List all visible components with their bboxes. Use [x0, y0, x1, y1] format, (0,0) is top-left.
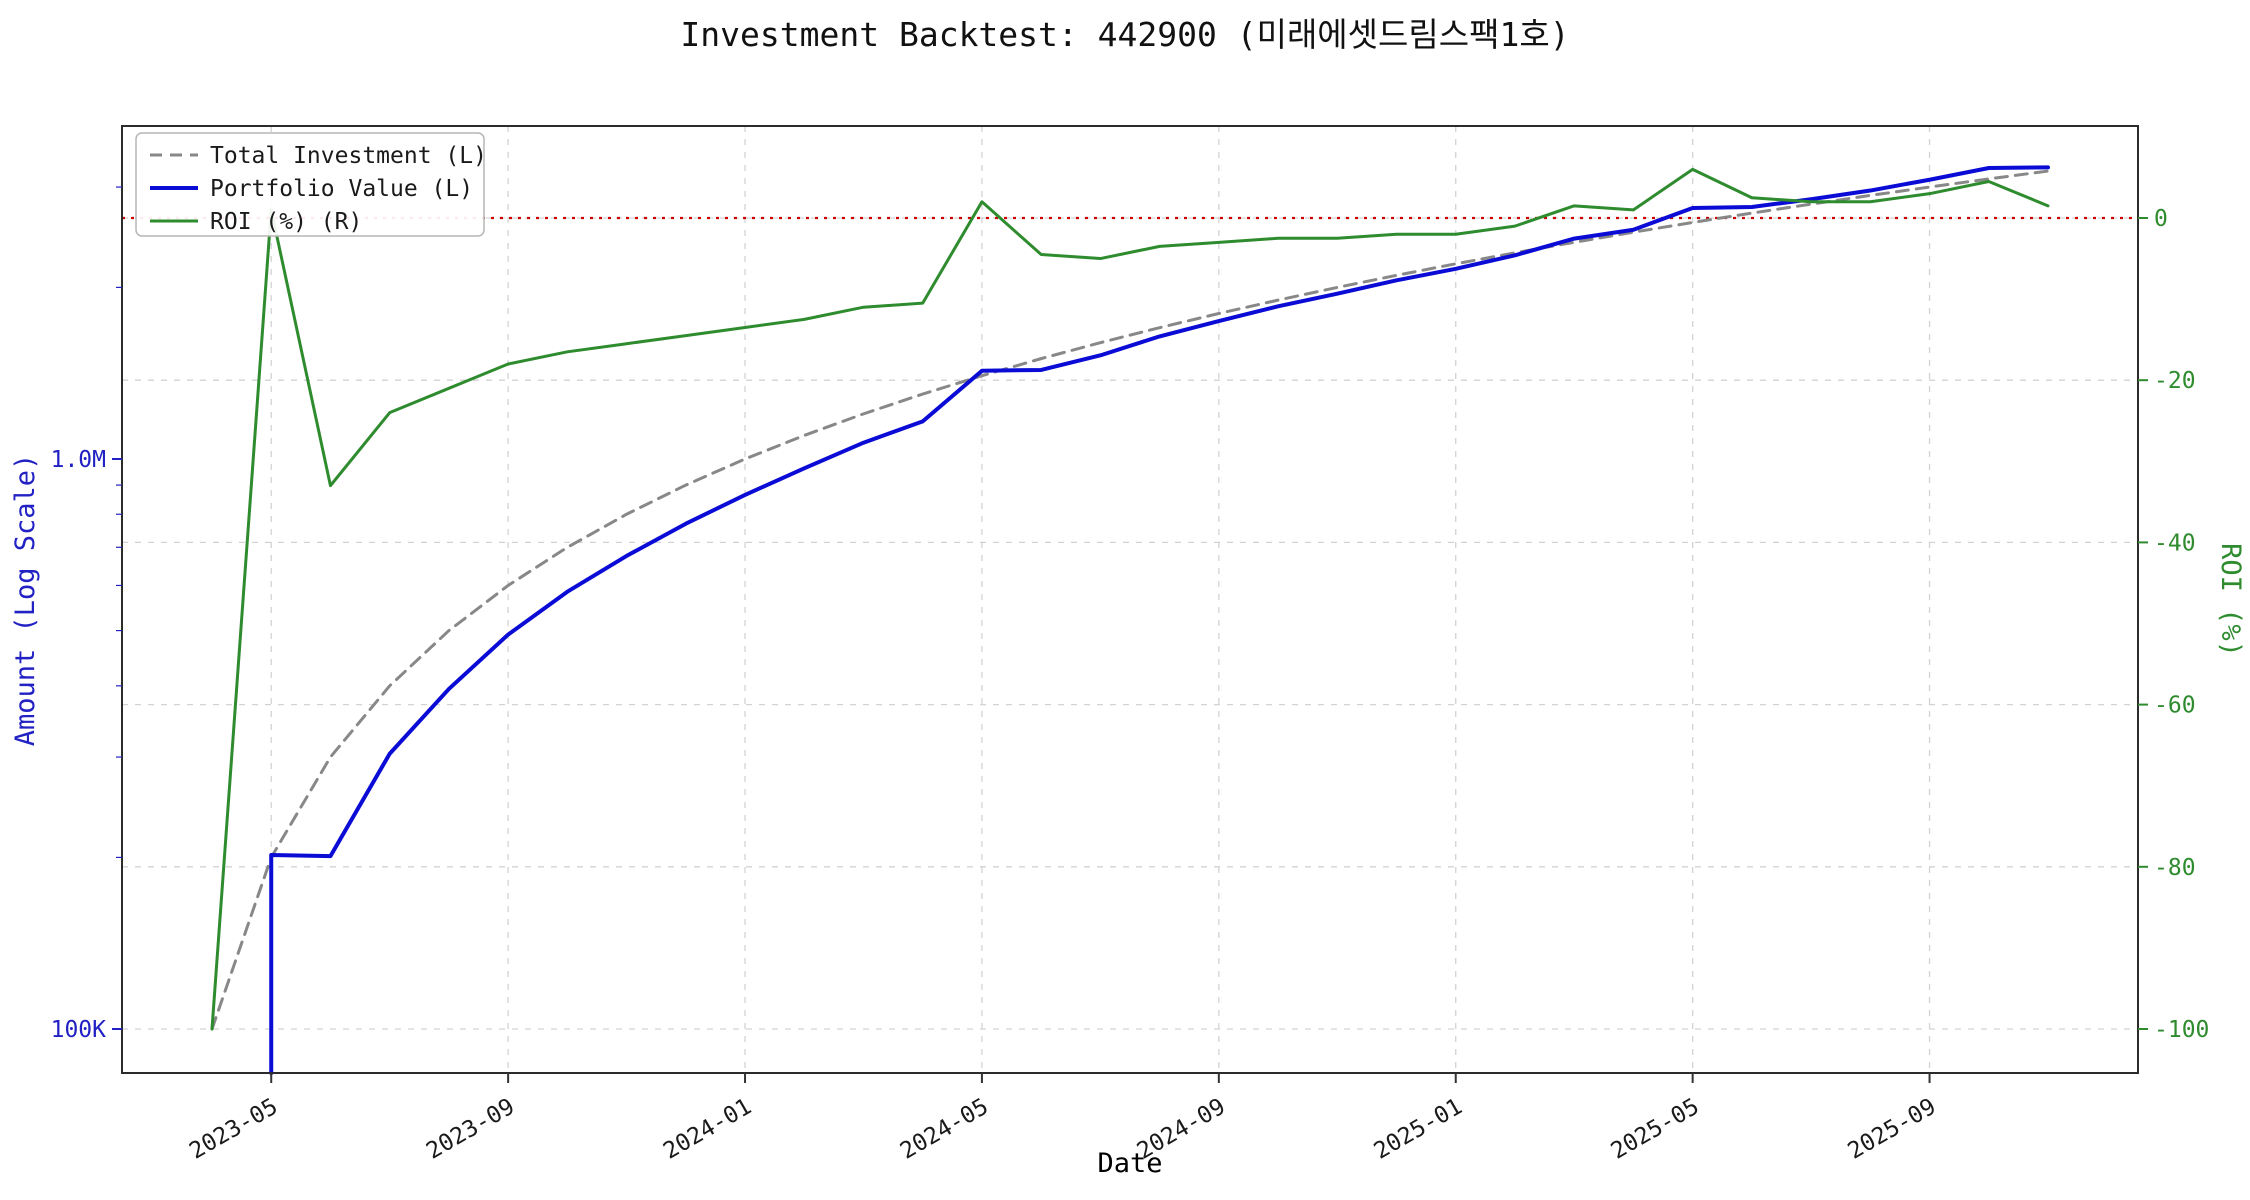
right-tick-label: 0	[2154, 206, 2168, 232]
right-axis-label: ROI (%)	[2215, 543, 2246, 657]
x-tick-label: 2023-09	[422, 1094, 519, 1165]
series-line-roi-r	[210, 167, 2050, 1031]
series-line-total-investment-l	[210, 169, 2050, 1031]
series-lines	[210, 165, 2050, 1075]
x-tick-label: 2025-01	[1370, 1094, 1467, 1165]
right-tick-label: -20	[2154, 368, 2196, 394]
legend-box	[135, 132, 485, 237]
left-tick-label: 1.0M	[51, 447, 106, 473]
chart-title: Investment Backtest: 442900 (미래에셋드림스팩1호)	[680, 15, 1569, 54]
x-tick-label: 2025-09	[1844, 1094, 1941, 1165]
grid	[122, 126, 2138, 1073]
legend-label-portfolio-value-l: Portfolio Value (L)	[210, 176, 473, 202]
right-tick-label: -80	[2154, 855, 2196, 881]
x-axis-label: Date	[1097, 1148, 1162, 1179]
legend-label-total-investment-l: Total Investment (L)	[210, 143, 487, 169]
x-tick-label: 2023-05	[185, 1094, 282, 1165]
plot-border	[121, 125, 2139, 1074]
x-tick-label: 2024-05	[896, 1094, 993, 1165]
left-axis-label: Amount (Log Scale)	[10, 454, 41, 747]
x-tick-label: 2025-05	[1607, 1094, 1704, 1165]
series-line-portfolio-value-l	[269, 165, 2050, 1075]
left-tick-label: 100K	[51, 1017, 107, 1043]
legend: Total Investment (L) Portfolio Value (L) R…	[135, 132, 487, 237]
right-tick-label: -100	[2154, 1017, 2209, 1043]
right-tick-label: -60	[2154, 693, 2196, 719]
right-tick-label: -40	[2154, 530, 2196, 556]
legend-label-roi-r: ROI (%) (R)	[210, 209, 362, 235]
x-tick-label: 2024-01	[659, 1094, 756, 1165]
